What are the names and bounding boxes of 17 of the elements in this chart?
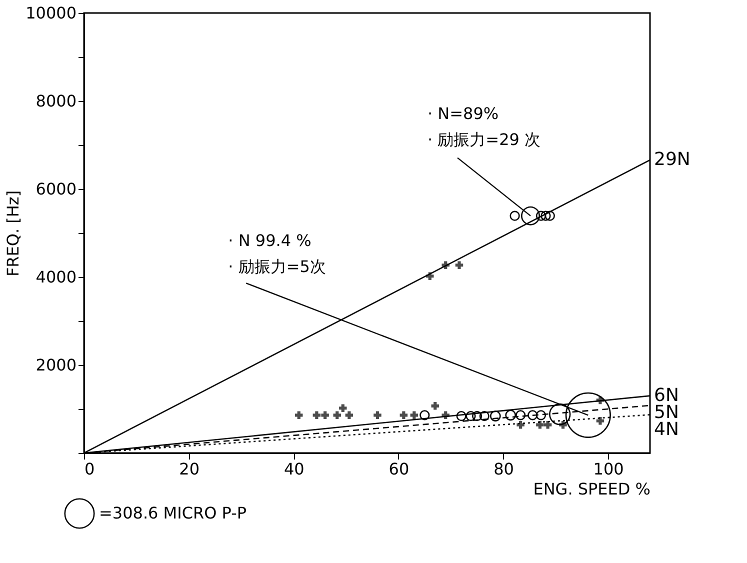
- x-tick-label: 100: [593, 460, 624, 478]
- y-axis-title: FREQ. [Hz]: [4, 190, 23, 277]
- annotation: · N=89% · 励振力=29 次: [428, 104, 541, 149]
- y-tick-label: 2000: [36, 356, 76, 374]
- annotation: · N 99.4 % · 励振力=5次: [228, 231, 326, 276]
- x-tick-label: 80: [494, 460, 514, 478]
- y-tick-label: 8000: [36, 92, 76, 110]
- y-tick-label: 4000: [36, 268, 76, 286]
- series-label: 29N: [654, 148, 690, 170]
- x-tick-label: 20: [179, 460, 200, 478]
- x-tick-label: 0: [84, 460, 95, 478]
- x-tick-label: 40: [284, 460, 304, 478]
- x-tick-label: 60: [388, 460, 410, 478]
- x-axis-title: ENG. SPEED %: [533, 480, 650, 498]
- y-tick-label: 6000: [36, 180, 76, 198]
- y-tick-label: 10000: [26, 4, 76, 22]
- legend-label: =308.6 MICRO P-P: [99, 504, 247, 522]
